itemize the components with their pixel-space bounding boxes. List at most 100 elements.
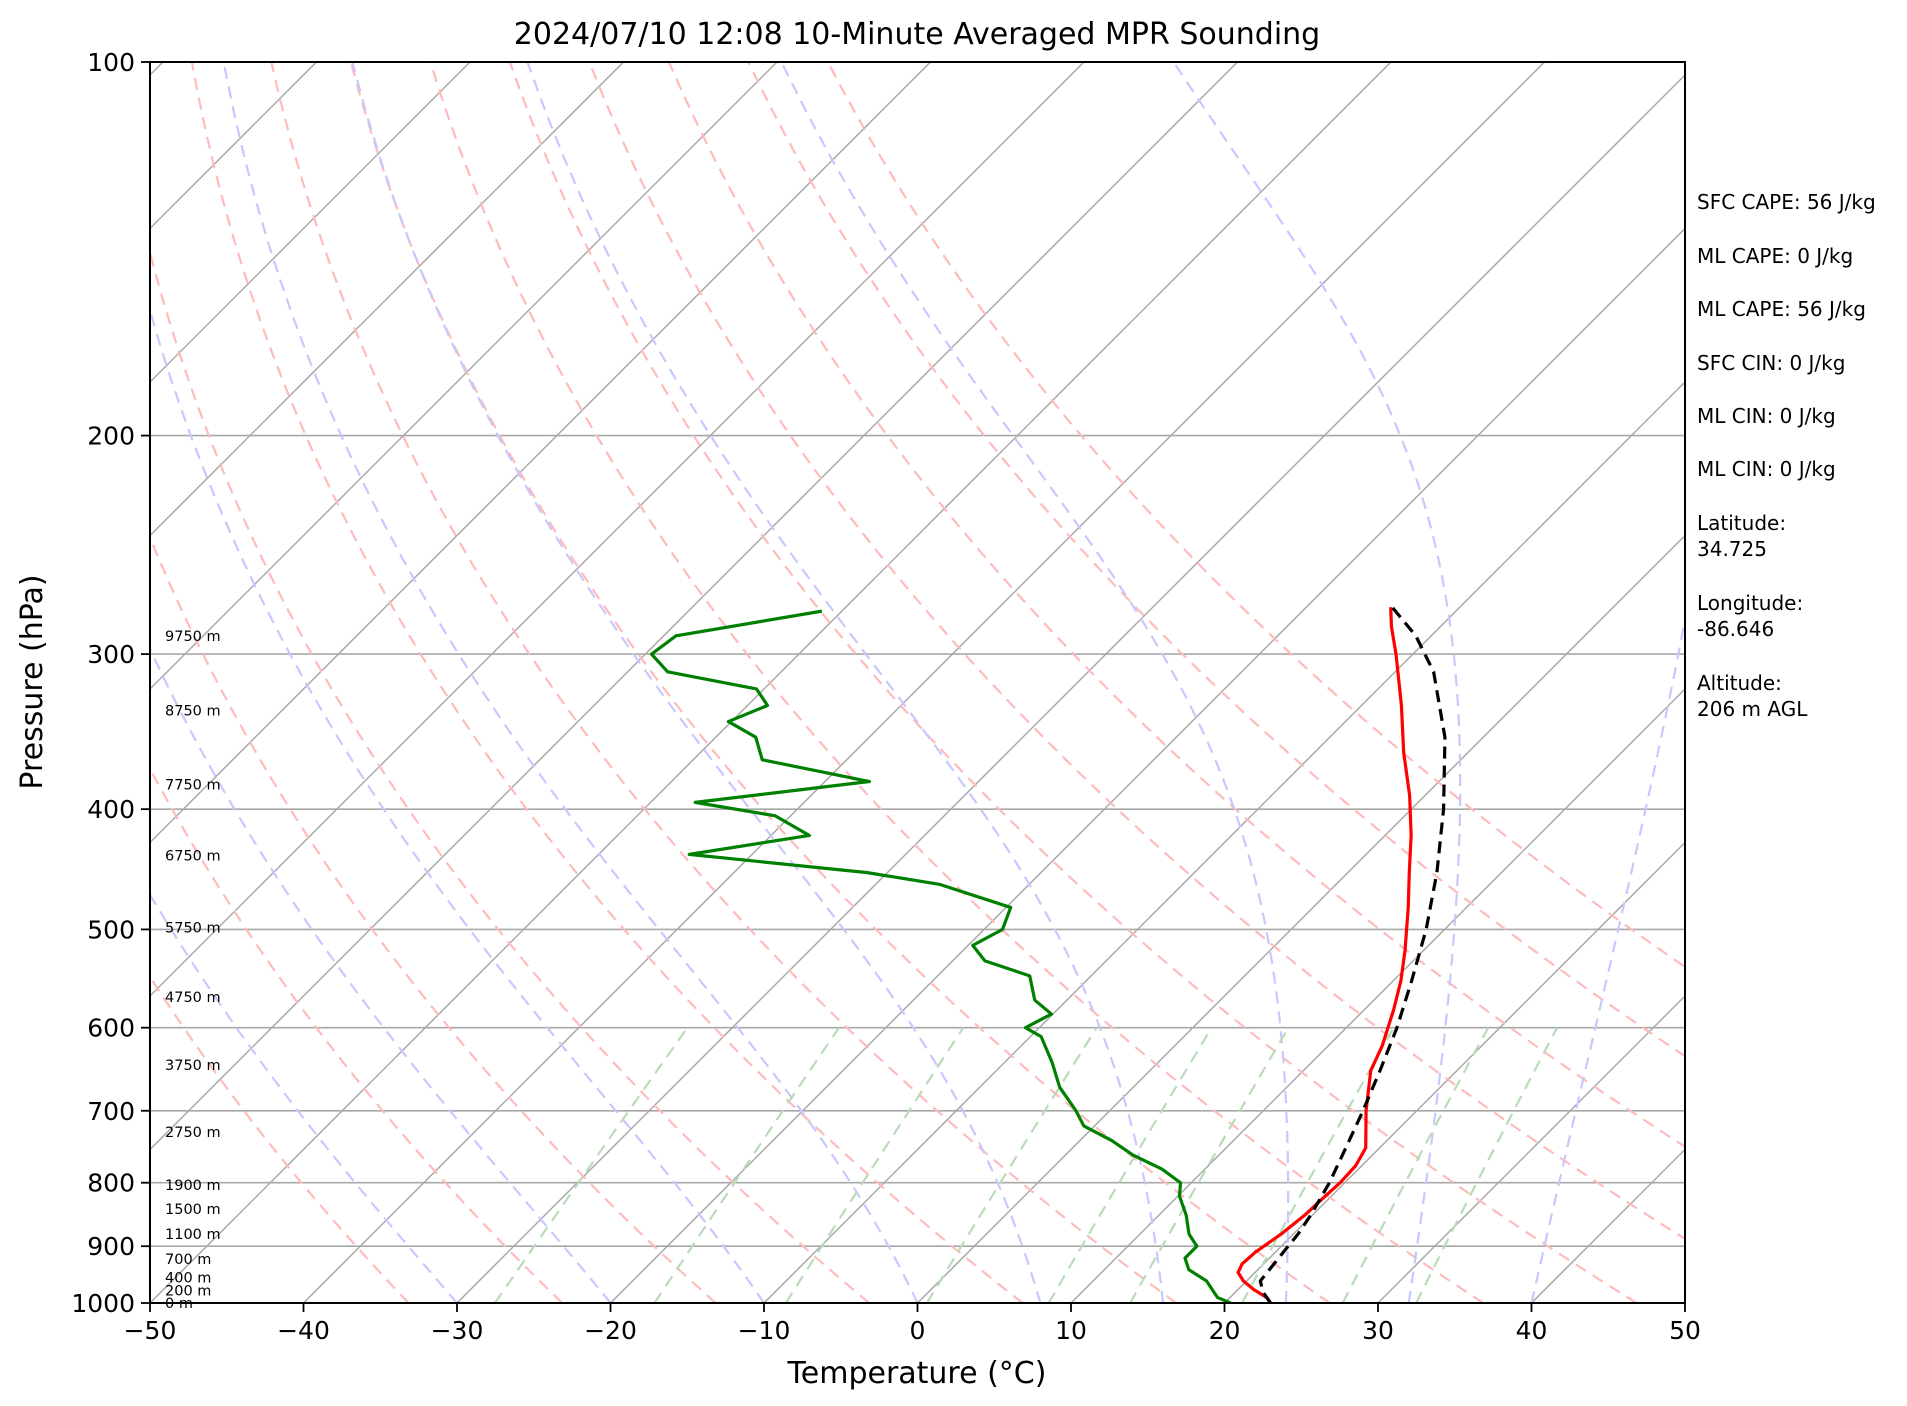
mixing-ratio-line [653, 1027, 840, 1303]
latitude-value: 34.725 [1697, 537, 1767, 561]
moist-adiabat-line [1530, 613, 1685, 1303]
isotherm-line [1223, 841, 1685, 1303]
y-tick-label: 300 [87, 640, 135, 669]
latitude-label: Latitude: [1697, 511, 1787, 535]
isotherm-line [609, 227, 1685, 1303]
moist-adiabat-line [1172, 62, 1462, 1303]
x-tick-label: −40 [277, 1316, 330, 1345]
height-label: 200 m [165, 1283, 211, 1299]
x-tick-label: 40 [1516, 1316, 1548, 1345]
y-axis-label: Pressure (hPa) [15, 574, 50, 789]
height-label: 400 m [165, 1271, 211, 1287]
moist-adiabat-line [150, 306, 765, 1303]
sfc-cin-text: SFC CIN: 0 J/kg [1697, 351, 1846, 375]
altitude-value: 206 m AGL [1697, 697, 1808, 721]
height-label: 1100 m [165, 1227, 221, 1243]
height-label: 5750 m [165, 920, 221, 936]
x-tick-label: −20 [584, 1316, 637, 1345]
moist-adiabat-line [351, 62, 1042, 1303]
x-tick-label: −30 [431, 1316, 484, 1345]
isotherm-line [150, 62, 1085, 998]
dry-adiabat-line [190, 62, 1024, 1303]
dry-adiabat-line [150, 974, 410, 1303]
moist-adiabat-line [526, 62, 1165, 1303]
isotherm-line [150, 62, 1239, 1151]
x-tick-label: 30 [1362, 1316, 1394, 1345]
isotherm-line [0, 62, 10, 1303]
dry-adiabat-line [150, 248, 870, 1303]
mixing-ratio-line [1241, 1027, 1395, 1303]
x-tick-label: 20 [1209, 1316, 1241, 1345]
y-tick-label: 900 [87, 1232, 135, 1261]
x-tick-label: −10 [738, 1316, 791, 1345]
sounding-traces [649, 606, 1447, 1303]
sounding-info-panel: SFC CAPE: 56 J/kg ML CAPE: 0 J/kg ML CAP… [1697, 0, 1902, 1406]
isotherm-line [150, 62, 471, 384]
height-label: 6750 m [165, 849, 221, 865]
moist-adiabat-line [780, 62, 1290, 1303]
dry-adiabat-line [429, 62, 1484, 1303]
height-label: 7750 m [165, 777, 221, 793]
x-tick-label: 10 [1055, 1316, 1087, 1345]
dry-adiabat-line [747, 62, 1685, 1058]
isotherm-line [456, 73, 1685, 1303]
mixing-ratio-line [925, 1027, 1098, 1303]
x-tick-label: −50 [124, 1316, 177, 1345]
moist-adiabat-line [222, 62, 919, 1303]
mixing-ratio-line [784, 1027, 965, 1303]
height-label: 1900 m [165, 1178, 221, 1194]
height-label: 8750 m [165, 703, 221, 719]
ml-cin-text-2: ML CIN: 0 J/kg [1697, 457, 1836, 481]
dry-adiabat-line [826, 62, 1685, 969]
isotherm-line [1070, 687, 1685, 1303]
height-label: 700 m [165, 1252, 211, 1268]
sfc-cape-text: SFC CAPE: 56 J/kg [1697, 190, 1876, 214]
dry-adiabat-line [270, 62, 1177, 1303]
parcel-trace [1258, 606, 1447, 1303]
mixing-ratio-line [1129, 1027, 1290, 1303]
dry-adiabat-line [588, 62, 1685, 1241]
longitude-label: Longitude: [1697, 591, 1804, 615]
y-tick-label: 400 [87, 795, 135, 824]
ml-cape-text-2: ML CAPE: 56 J/kg [1697, 297, 1866, 321]
isotherm-line [1377, 994, 1685, 1303]
height-label: 3750 m [165, 1058, 221, 1074]
dry-adiabat-line [667, 62, 1685, 1149]
height-label: 2750 m [165, 1125, 221, 1141]
ml-cape-text: ML CAPE: 0 J/kg [1697, 244, 1854, 268]
chart-title: 2024/07/10 12:08 10-Minute Averaged MPR … [514, 17, 1320, 52]
y-tick-label: 800 [87, 1169, 135, 1198]
y-tick-label: 100 [87, 48, 135, 77]
y-tick-label: 600 [87, 1014, 135, 1043]
isotherm-line [763, 380, 1685, 1303]
mixing-ratio-line [494, 1027, 689, 1303]
altitude-label: Altitude: [1697, 671, 1782, 695]
background-lines [0, 62, 1685, 1303]
dry-adiabat-line [150, 534, 717, 1303]
y-tick-label: 700 [87, 1097, 135, 1126]
height-label: 1500 m [165, 1202, 221, 1218]
ml-cin-text: ML CIN: 0 J/kg [1697, 404, 1836, 428]
dry-adiabat-line [150, 766, 563, 1303]
mixing-ratio-line [1047, 1027, 1213, 1303]
isotherm-line [150, 62, 625, 537]
plot-frame [149, 61, 1686, 1304]
temperature-trace [1236, 607, 1413, 1303]
mixing-ratio-line [1415, 1027, 1559, 1303]
x-tick-label: 0 [910, 1316, 926, 1345]
x-axis-label: Temperature (°C) [787, 1356, 1047, 1391]
height-label: 9750 m [165, 629, 221, 645]
x-tick-label: 50 [1669, 1316, 1701, 1345]
dry-adiabat-line [508, 62, 1638, 1303]
y-tick-label: 1000 [71, 1289, 135, 1318]
x-axis-ticks: −50 −40 −30 −20 −10 0 10 20 30 40 50 [124, 1303, 1701, 1345]
moist-adiabat-line [150, 892, 458, 1303]
dry-adiabat-line [349, 62, 1331, 1303]
longitude-value: -86.646 [1697, 617, 1775, 641]
isotherm-line [150, 62, 778, 691]
dewpoint-trace [649, 609, 1232, 1303]
y-tick-label: 500 [87, 915, 135, 944]
y-tick-label: 200 [87, 422, 135, 451]
isotherm-line [302, 62, 1546, 1303]
